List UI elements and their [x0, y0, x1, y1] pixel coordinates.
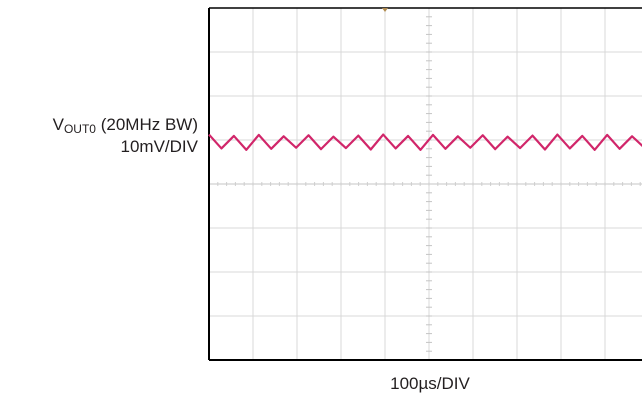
- signal-subscript: OUT0: [63, 122, 96, 136]
- trigger-position-marker: [382, 8, 388, 12]
- x-axis-label: 100µs/DIV: [390, 374, 470, 393]
- waveform-trace: [208, 133, 642, 151]
- y-axis-label: 10mV/DIV: [120, 137, 198, 156]
- channel-label: VOUT0 (20MHz BW): [0, 115, 198, 139]
- signal-name: V: [52, 115, 64, 134]
- bandwidth-note: (20MHz BW): [100, 115, 198, 134]
